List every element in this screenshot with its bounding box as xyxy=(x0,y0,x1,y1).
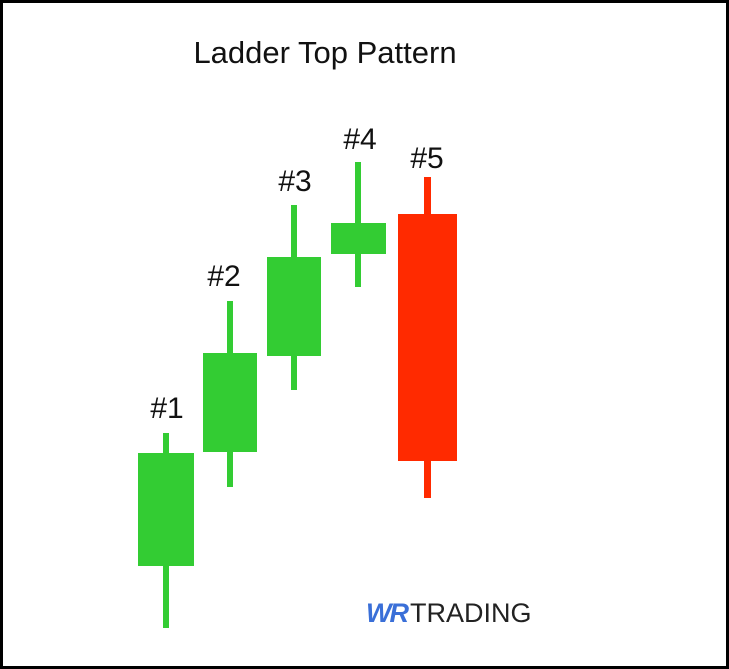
candle-4: #4 xyxy=(331,123,386,287)
body xyxy=(398,214,457,461)
candle-label: #2 xyxy=(207,260,240,293)
candle-label: #5 xyxy=(410,142,443,175)
candle-label: #3 xyxy=(278,165,311,198)
candle-2: #2 xyxy=(203,260,257,487)
candle-label: #1 xyxy=(150,392,183,425)
candle-5: #5 xyxy=(398,142,457,498)
logo: WR TRADING xyxy=(366,598,532,628)
logo-mark: WR xyxy=(366,598,409,628)
body xyxy=(138,453,194,566)
candle-1: #1 xyxy=(138,392,194,628)
body xyxy=(267,257,321,356)
body xyxy=(331,223,386,254)
title: Ladder Top Pattern xyxy=(193,35,456,70)
body xyxy=(203,353,257,452)
candle-label: #4 xyxy=(343,123,376,156)
logo-text: TRADING xyxy=(410,598,532,628)
candle-3: #3 xyxy=(267,165,321,390)
